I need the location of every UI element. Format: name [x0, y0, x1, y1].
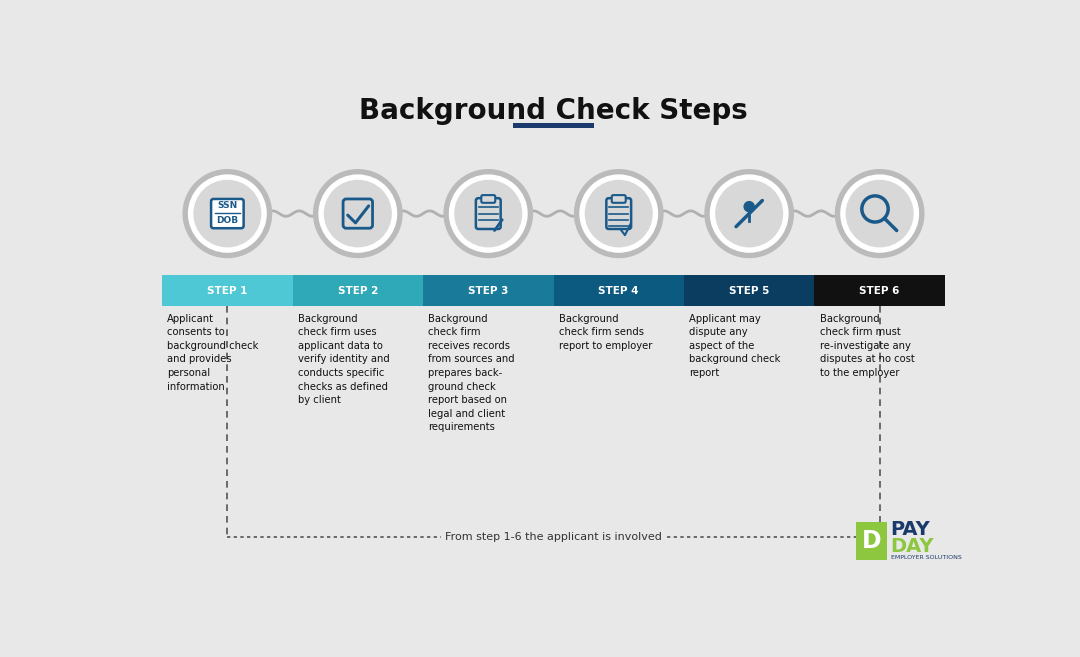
FancyBboxPatch shape: [162, 275, 201, 306]
Circle shape: [580, 175, 658, 252]
Text: Applicant may
dispute any
aspect of the
background check
report: Applicant may dispute any aspect of the …: [689, 313, 781, 378]
Circle shape: [575, 170, 663, 258]
Circle shape: [184, 170, 271, 258]
Circle shape: [836, 170, 923, 258]
Circle shape: [189, 175, 266, 252]
Text: Background
check firm sends
report to employer: Background check firm sends report to em…: [558, 313, 652, 351]
Circle shape: [711, 175, 788, 252]
Text: SSN: SSN: [217, 202, 238, 210]
Circle shape: [716, 181, 783, 246]
Text: STEP 4: STEP 4: [598, 286, 639, 296]
Text: STEP 6: STEP 6: [860, 286, 900, 296]
Circle shape: [313, 170, 402, 258]
Bar: [293, 275, 423, 306]
FancyBboxPatch shape: [855, 522, 887, 560]
Circle shape: [744, 202, 754, 212]
Text: DOB: DOB: [216, 216, 239, 225]
Circle shape: [455, 181, 522, 246]
Bar: [554, 275, 684, 306]
Bar: [423, 275, 554, 306]
Text: Background
check firm uses
applicant data to
verify identity and
conducts specif: Background check firm uses applicant dat…: [298, 313, 390, 405]
FancyBboxPatch shape: [611, 195, 625, 203]
Text: STEP 3: STEP 3: [468, 286, 509, 296]
FancyBboxPatch shape: [906, 275, 945, 306]
Circle shape: [449, 175, 527, 252]
Circle shape: [705, 170, 794, 258]
FancyBboxPatch shape: [211, 199, 244, 228]
Circle shape: [841, 175, 918, 252]
Text: Background Check Steps: Background Check Steps: [360, 97, 747, 125]
Circle shape: [585, 181, 652, 246]
Text: From step 1-6 the applicant is involved: From step 1-6 the applicant is involved: [445, 532, 662, 542]
Text: PAY: PAY: [891, 520, 930, 539]
Circle shape: [319, 175, 396, 252]
Text: D: D: [862, 529, 881, 553]
Text: Applicant
consents to
background check
and provides
personal
information: Applicant consents to background check a…: [167, 313, 259, 392]
Text: STEP 2: STEP 2: [338, 286, 378, 296]
FancyBboxPatch shape: [513, 123, 594, 128]
Text: STEP 5: STEP 5: [729, 286, 769, 296]
Circle shape: [847, 181, 913, 246]
Text: Background
check firm must
re-investigate any
disputes at no cost
to the employe: Background check firm must re-investigat…: [820, 313, 915, 378]
Circle shape: [324, 181, 391, 246]
Bar: [814, 275, 945, 306]
Bar: [162, 275, 293, 306]
Circle shape: [194, 181, 260, 246]
FancyBboxPatch shape: [482, 195, 496, 203]
Text: STEP 1: STEP 1: [207, 286, 247, 296]
Text: EMPLOYER SOLUTIONS: EMPLOYER SOLUTIONS: [891, 555, 961, 560]
Text: Background
check firm
receives records
from sources and
prepares back-
ground ch: Background check firm receives records f…: [429, 313, 515, 432]
Text: DAY: DAY: [891, 537, 934, 556]
Circle shape: [444, 170, 532, 258]
Bar: [684, 275, 814, 306]
